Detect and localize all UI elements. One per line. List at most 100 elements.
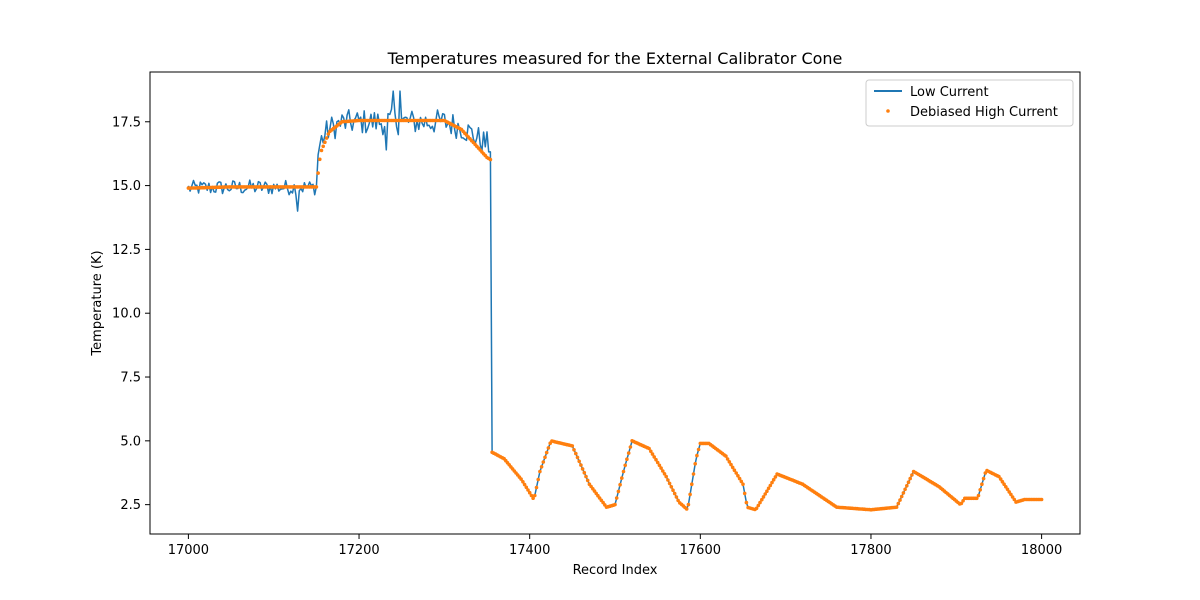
- y-tick-label: 7.5: [120, 371, 141, 386]
- series-scatter-debiased-high-current: [186, 118, 1044, 512]
- scatter-point: [734, 471, 738, 475]
- scatter-point: [695, 453, 699, 458]
- y-axis: 2.5 5.0 7.5 10.0 12.5 15.0 17.5: [112, 115, 150, 513]
- scatter-point: [575, 455, 580, 460]
- scatter-point: [626, 451, 631, 455]
- scatter-point: [768, 483, 773, 488]
- scatter-point: [1039, 497, 1044, 502]
- scatter-point: [628, 445, 633, 449]
- scatter-point: [546, 446, 551, 450]
- chart-title: Temperatures measured for the External C…: [387, 49, 843, 68]
- scatter-point: [910, 473, 914, 477]
- scatter-point: [1009, 492, 1013, 497]
- scatter-point: [730, 465, 735, 470]
- scatter-point: [314, 185, 319, 189]
- scatter-point: [736, 474, 740, 478]
- scatter-point: [652, 455, 656, 459]
- scatter-point: [618, 482, 622, 487]
- scatter-point: [741, 482, 745, 487]
- scatter-point: [316, 171, 320, 175]
- scatter-point: [620, 476, 624, 480]
- y-tick-label: 17.5: [112, 115, 141, 130]
- scatter-point: [773, 475, 778, 479]
- scatter-point: [976, 493, 981, 498]
- scatter-point: [691, 472, 696, 476]
- scatter-point: [519, 477, 523, 481]
- x-tick-label: 17800: [850, 543, 891, 558]
- scatter-point: [659, 466, 663, 470]
- scatter-point: [906, 480, 911, 485]
- scatter-point: [696, 447, 701, 452]
- scatter-point: [529, 493, 534, 498]
- y-tick-label: 5.0: [120, 434, 141, 449]
- scatter-point: [524, 485, 529, 490]
- scatter-point: [1005, 487, 1010, 492]
- scatter-point: [727, 460, 732, 464]
- scatter-point: [522, 482, 527, 487]
- scatter-point: [664, 474, 668, 479]
- scatter-point: [543, 455, 547, 460]
- scatter-point: [671, 488, 675, 493]
- scatter-point: [770, 480, 774, 485]
- scatter-point: [585, 478, 590, 483]
- scatter-point: [654, 457, 658, 462]
- scatter-point: [534, 485, 539, 490]
- scatter-point: [672, 491, 677, 496]
- scatter-point: [544, 450, 549, 455]
- scatter-point: [686, 502, 691, 507]
- scatter-point: [521, 480, 525, 484]
- scatter-point: [756, 503, 761, 508]
- scatter-point: [765, 489, 769, 494]
- scatter-point: [538, 469, 542, 474]
- scatter-point: [326, 132, 331, 136]
- scatter-point: [625, 457, 629, 462]
- scatter-point: [623, 463, 627, 468]
- scatter-point: [693, 462, 697, 466]
- scatter-point: [725, 457, 730, 461]
- scatter-point: [649, 449, 653, 454]
- scatter-point: [901, 491, 906, 495]
- scatter-point: [903, 487, 907, 492]
- scatter-point: [526, 488, 530, 492]
- scatter-point: [579, 463, 583, 467]
- scatter-point: [1012, 497, 1017, 502]
- scatter-point: [737, 476, 742, 481]
- scatter-point: [324, 136, 329, 140]
- scatter-point: [527, 490, 532, 495]
- scatter-point: [758, 500, 762, 505]
- scatter-point: [621, 469, 626, 474]
- x-tick-label: 17000: [168, 543, 209, 558]
- legend-entry-low-current: Low Current: [910, 85, 989, 100]
- scatter-point: [908, 476, 912, 481]
- scatter-point: [896, 501, 901, 506]
- scatter-point: [488, 157, 493, 162]
- scatter-point: [674, 495, 679, 499]
- scatter-point: [661, 469, 665, 473]
- scatter-point: [657, 463, 662, 468]
- scatter-point: [980, 482, 984, 487]
- x-axis: 17000 17200 17400 17600 17800 18000: [168, 534, 1062, 558]
- scatter-point: [541, 460, 546, 464]
- scatter-point: [975, 496, 979, 501]
- scatter-point: [744, 500, 749, 505]
- scatter-point: [667, 481, 672, 486]
- scatter-point: [531, 496, 535, 501]
- scatter-point: [577, 459, 581, 464]
- x-tick-label: 17200: [338, 543, 379, 558]
- series-layer: [186, 90, 1044, 512]
- scatter-point: [1002, 482, 1006, 487]
- scatter-point: [533, 493, 537, 498]
- scatter-point: [981, 476, 986, 481]
- scatter-point: [761, 495, 766, 499]
- scatter-point: [998, 477, 1003, 481]
- legend-box: [865, 79, 1074, 127]
- scatter-point: [771, 477, 776, 482]
- legend: Low Current Debiased High Current: [865, 79, 1074, 127]
- y-axis-label: Temperature (K): [90, 250, 105, 356]
- scatter-point: [321, 144, 326, 149]
- scatter-point: [616, 489, 621, 494]
- scatter-point: [655, 460, 660, 465]
- scatter-point: [318, 157, 322, 162]
- scatter-point: [997, 474, 1001, 479]
